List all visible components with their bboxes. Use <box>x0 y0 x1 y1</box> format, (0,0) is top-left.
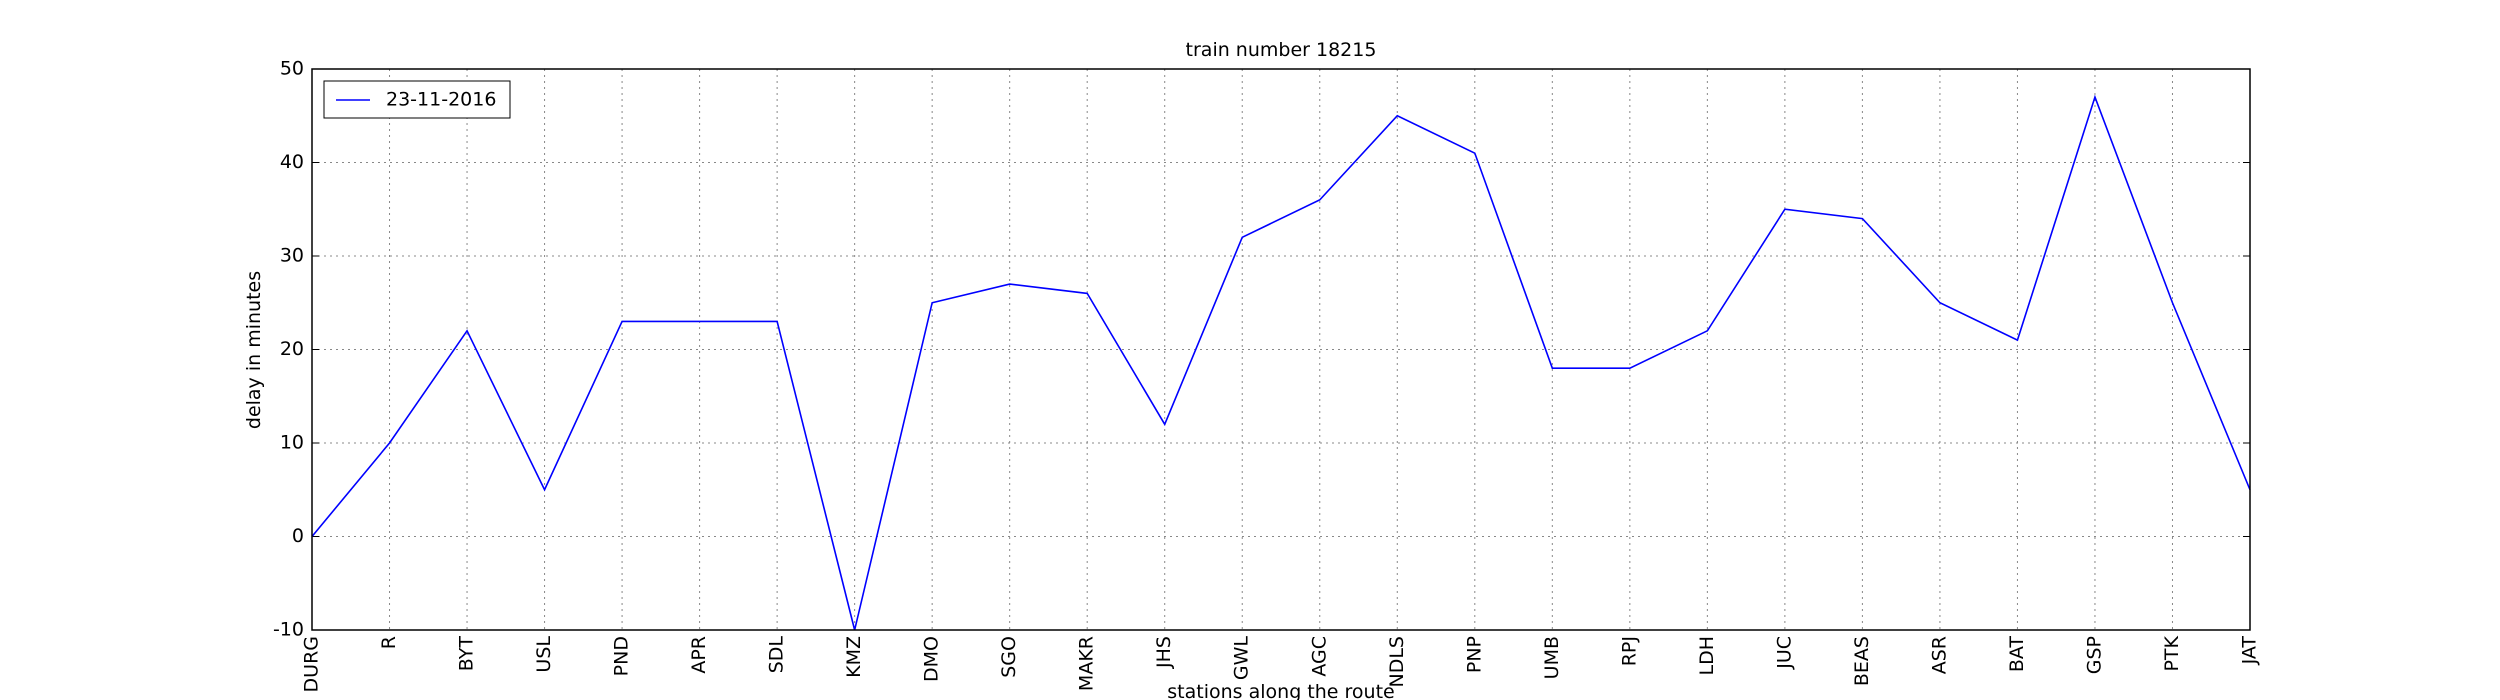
x-tick-label: GSP <box>2083 636 2105 674</box>
x-tick-label: JHS <box>1153 636 1175 669</box>
y-axis-label: delay in minutes <box>243 271 265 429</box>
y-tick-label: -10 <box>273 619 304 641</box>
legend-label: 23-11-2016 <box>386 89 496 111</box>
plot-frame <box>311 68 2251 631</box>
x-tick-label: PNP <box>1463 636 1485 673</box>
y-tick-label: 10 <box>280 432 304 454</box>
x-tick-label: BYT <box>456 636 478 672</box>
x-tick-label: JUC <box>1773 636 1795 670</box>
x-tick-label: GWL <box>1231 636 1253 681</box>
x-tick-label: UMB <box>1541 636 1563 679</box>
x-tick-label: SDL <box>766 636 788 674</box>
chart-title: train number 18215 <box>1186 39 1377 61</box>
x-tick-label: AGC <box>1308 636 1330 677</box>
x-tick-label: USL <box>533 636 555 673</box>
y-tick-label: 50 <box>280 58 304 80</box>
x-tick-label: LDH <box>1696 636 1718 676</box>
x-tick-label: JAT <box>2239 636 2261 666</box>
x-tick-label: DMO <box>921 636 943 682</box>
x-axis-label: stations along the route <box>1167 681 1394 700</box>
x-tick-label: R <box>378 636 400 649</box>
x-tick-label: ASR <box>1928 636 1950 674</box>
x-tick-label: NDLS <box>1386 636 1408 688</box>
x-tick-label: MAKR <box>1076 636 1098 691</box>
x-tick-label: BAT <box>2006 636 2028 673</box>
y-tick-label: 0 <box>292 525 304 547</box>
data-line <box>311 94 2251 631</box>
y-tick-label: 40 <box>280 151 304 173</box>
y-tick-label: 30 <box>280 245 304 267</box>
x-tick-label: KMZ <box>843 636 865 678</box>
x-tick-label: DURG <box>301 636 323 692</box>
x-tick-label: APR <box>688 636 710 674</box>
x-tick-label: PND <box>611 636 633 676</box>
x-tick-label: SGO <box>998 636 1020 678</box>
y-tick-label: 20 <box>280 338 304 360</box>
x-tick-label: RPJ <box>1618 636 1640 666</box>
x-tick-label: BEAS <box>1851 636 1873 686</box>
x-tick-label: PTK <box>2161 635 2183 671</box>
